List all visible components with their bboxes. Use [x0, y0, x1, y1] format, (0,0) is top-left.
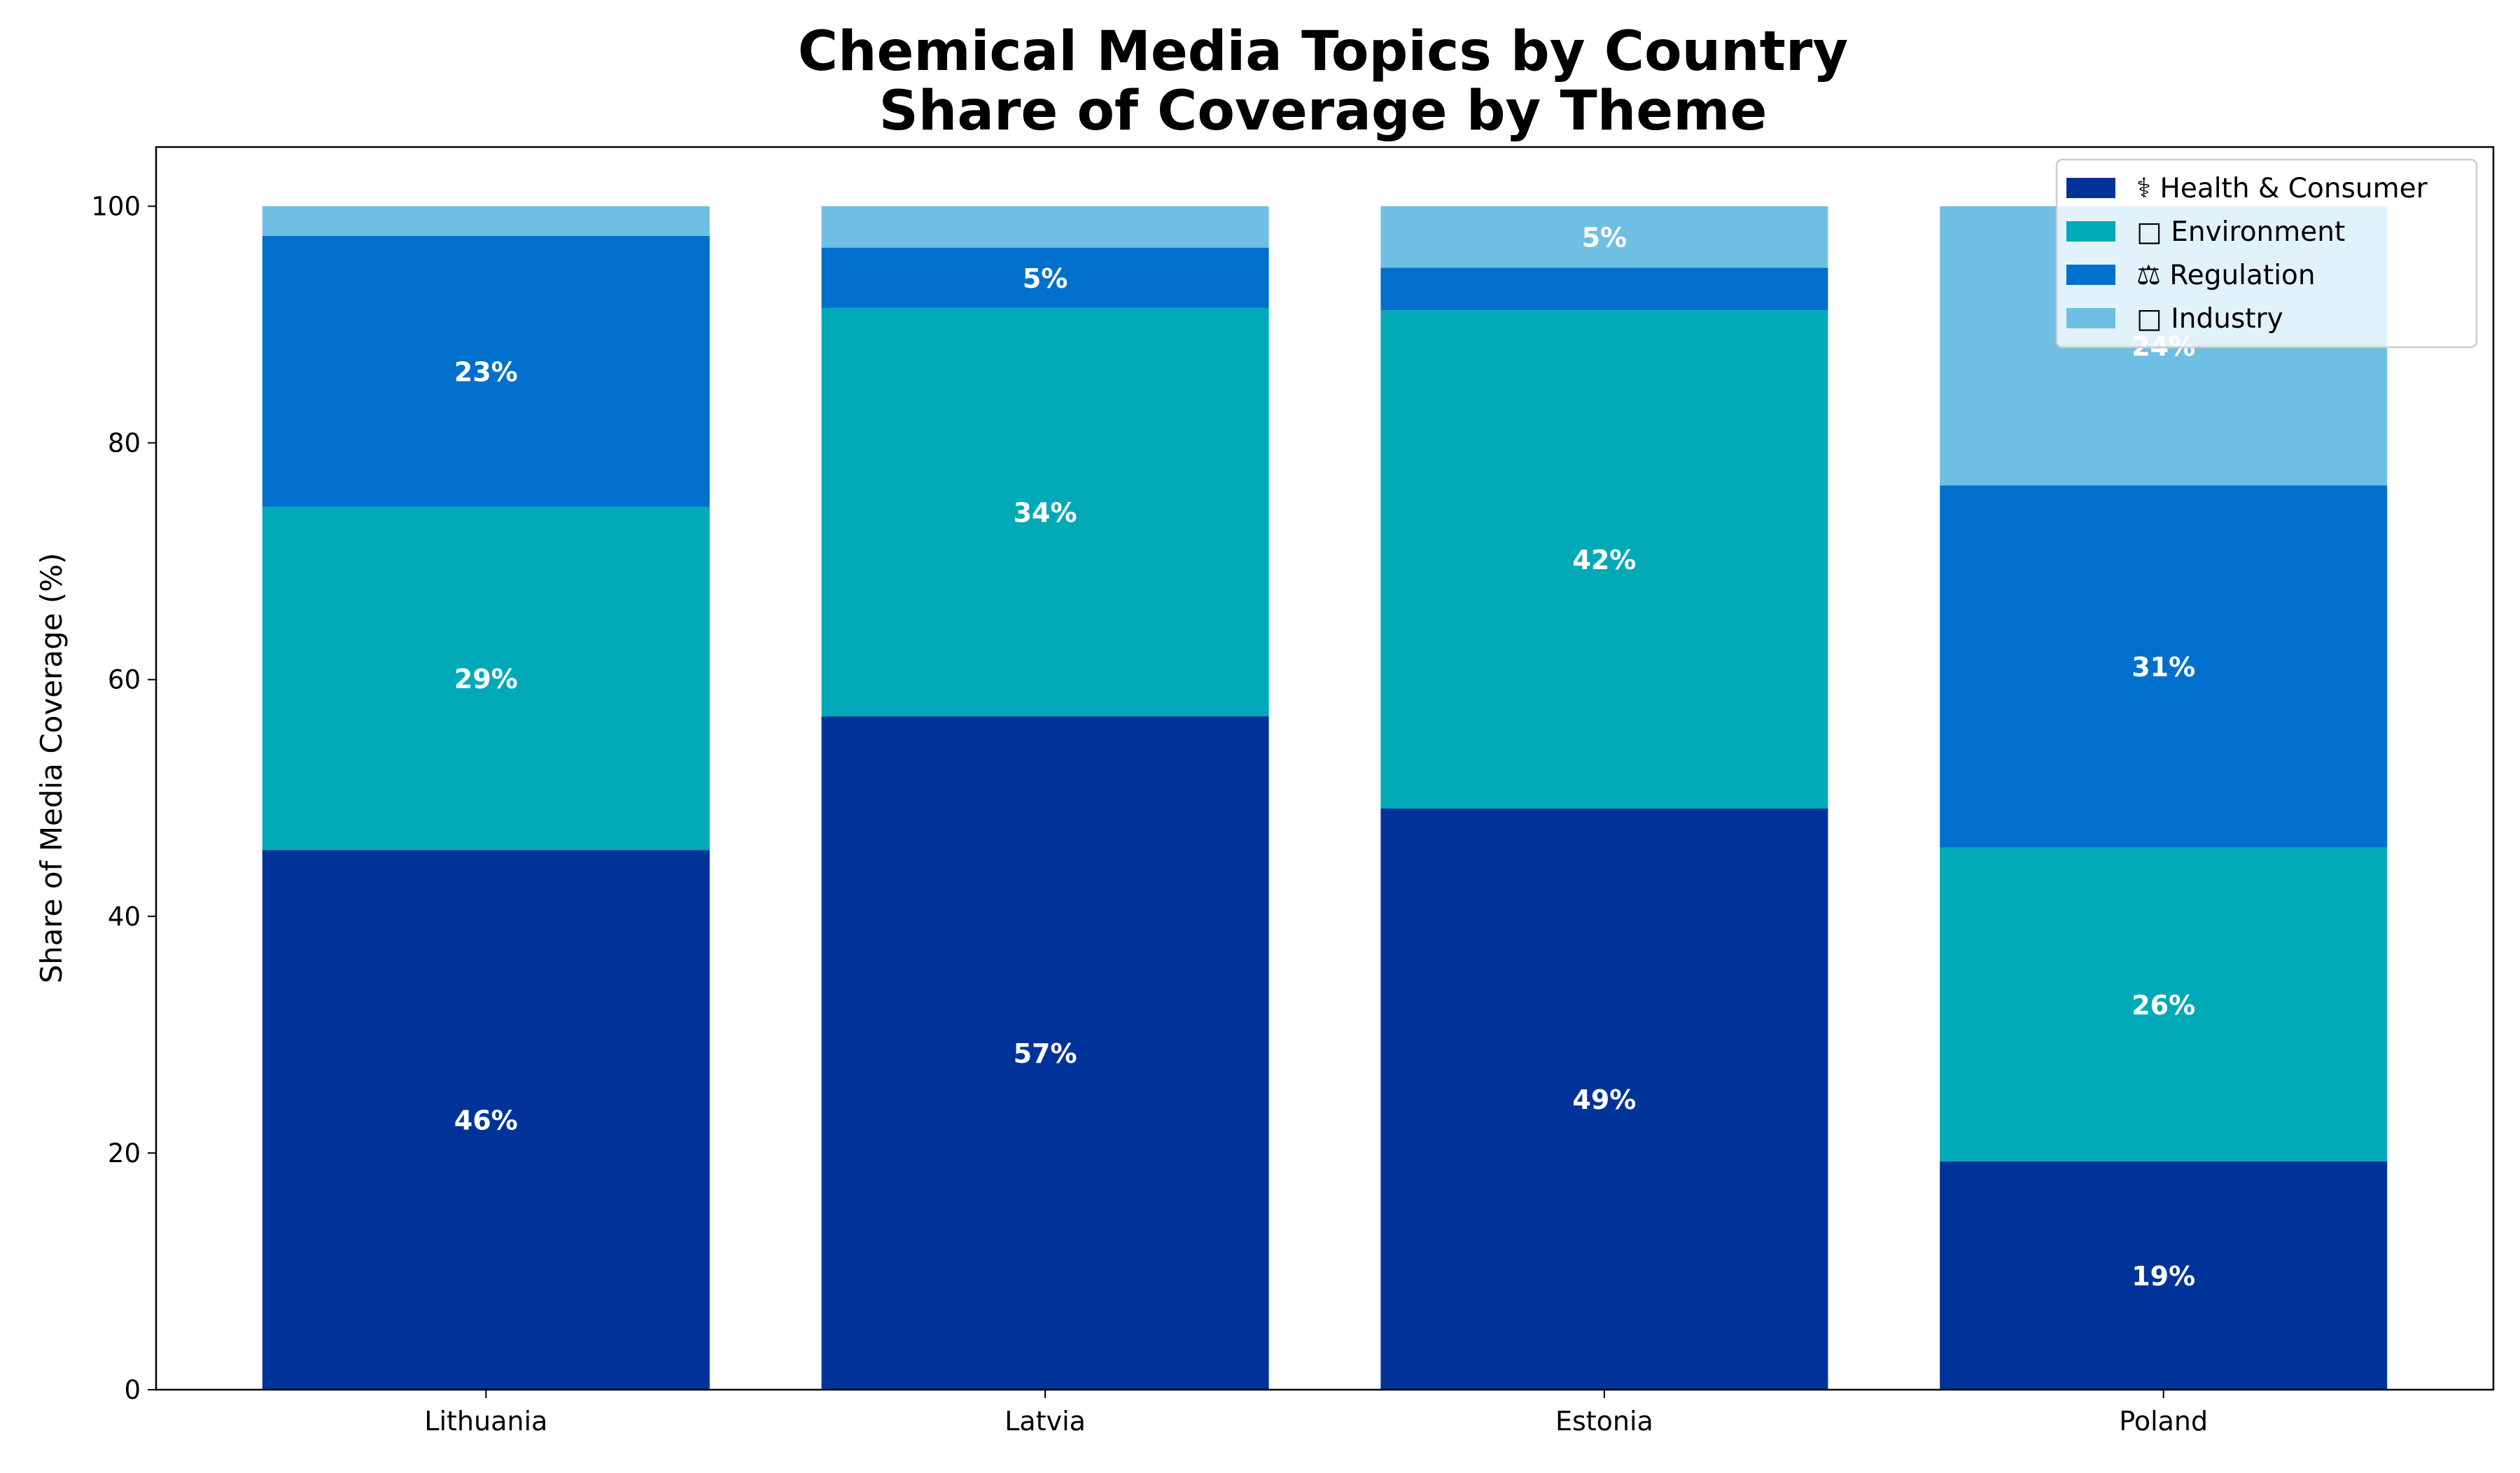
x-tick-label: Estonia	[1555, 1406, 1653, 1437]
bar-value-label: 49%	[1572, 1084, 1636, 1115]
bar-segment	[821, 247, 1269, 308]
y-tick-label: 20	[108, 1138, 141, 1168]
legend-swatch	[2066, 221, 2115, 242]
plot-frame	[155, 146, 2495, 1391]
y-tick-label: 60	[108, 665, 141, 695]
bar-value-label: 46%	[454, 1105, 518, 1136]
bar-segment	[262, 850, 710, 1390]
bar-value-label: 19%	[2132, 1261, 2195, 1292]
bar-segment	[1940, 485, 2388, 848]
x-tick-label: Lithuania	[424, 1406, 547, 1437]
bar-value-label: 42%	[1572, 545, 1636, 575]
bar-value-label: 5%	[1023, 263, 1068, 294]
y-tick-label: 40	[108, 902, 141, 932]
chart-subtitle: Share of Coverage by Theme	[879, 80, 1768, 143]
bar-segment	[262, 235, 710, 507]
x-tick-label: Poland	[2119, 1406, 2208, 1437]
bar-value-label: 57%	[1014, 1038, 1077, 1069]
legend-swatch	[2066, 265, 2115, 285]
legend: ⚕ Health & Consumer □ Environment ⚖ Regula…	[2055, 158, 2478, 349]
bar-value-label: 23%	[454, 356, 518, 387]
y-axis-label: Share of Media Coverage (%)	[34, 552, 69, 983]
x-tick-label: Latvia	[1004, 1406, 1086, 1437]
legend-label: ⚕ Health & Consumer	[2136, 173, 2428, 204]
bar-segment	[262, 206, 710, 236]
chart-title: Chemical Media Topics by Country	[798, 20, 1848, 83]
y-tick-label: 80	[108, 428, 141, 459]
y-tick-label: 0	[124, 1375, 141, 1405]
bar-segment	[1380, 310, 1828, 809]
legend-box	[2055, 158, 2478, 349]
legend-swatch	[2066, 308, 2115, 328]
y-tick-label: 100	[91, 192, 141, 222]
bar-segment	[821, 716, 1269, 1390]
bar-value-label: 26%	[2132, 990, 2195, 1021]
bar-value-label: 31%	[2132, 652, 2195, 683]
bar-segment	[1940, 847, 2388, 1161]
bar-segment	[262, 506, 710, 851]
bar-segment	[1380, 808, 1828, 1390]
legend-swatch	[2066, 178, 2115, 198]
legend-label: □ Environment	[2136, 216, 2345, 248]
bar-segment	[1380, 206, 1828, 268]
bar-segment	[821, 206, 1269, 248]
bar-segment	[1940, 1161, 2388, 1390]
bar-segment	[821, 307, 1269, 717]
bar-value-label: 5%	[1582, 222, 1628, 253]
bar-value-label: 29%	[454, 664, 518, 694]
bar-segment	[1380, 267, 1828, 311]
legend-label: ⚖ Regulation	[2136, 260, 2316, 291]
legend-label: □ Industry	[2136, 303, 2283, 335]
bar-value-label: 34%	[1014, 498, 1077, 529]
